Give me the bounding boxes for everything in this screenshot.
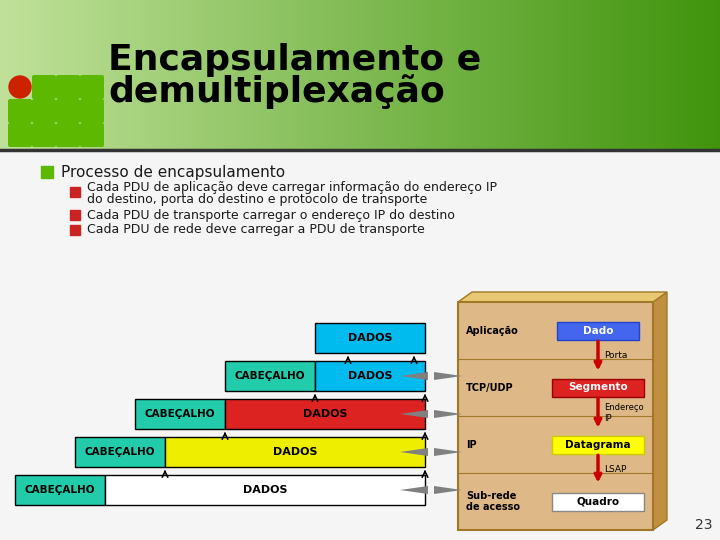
Text: Aplicação: Aplicação [466, 326, 518, 335]
FancyBboxPatch shape [225, 399, 425, 429]
Text: Datagrama: Datagrama [565, 440, 631, 449]
Polygon shape [653, 292, 667, 530]
FancyBboxPatch shape [552, 379, 644, 396]
Polygon shape [434, 410, 462, 418]
Text: CABEÇALHO: CABEÇALHO [235, 371, 305, 381]
Text: DADOS: DADOS [302, 409, 347, 419]
Text: LSAP: LSAP [604, 464, 626, 474]
Text: Cada PDU de transporte carregar o endereço IP do destino: Cada PDU de transporte carregar o endere… [87, 208, 455, 221]
FancyBboxPatch shape [56, 123, 80, 147]
Text: CABEÇALHO: CABEÇALHO [24, 485, 95, 495]
FancyBboxPatch shape [135, 399, 225, 429]
Polygon shape [434, 448, 462, 456]
FancyBboxPatch shape [15, 475, 105, 505]
Text: Sub-rede
de acesso: Sub-rede de acesso [466, 491, 520, 512]
Text: DADOS: DADOS [273, 447, 318, 457]
FancyBboxPatch shape [225, 361, 315, 391]
FancyBboxPatch shape [80, 99, 104, 123]
FancyBboxPatch shape [32, 75, 56, 99]
FancyBboxPatch shape [557, 321, 639, 340]
Text: TCP/UDP: TCP/UDP [466, 382, 513, 393]
Text: CABEÇALHO: CABEÇALHO [85, 447, 156, 457]
Text: DADOS: DADOS [348, 333, 392, 343]
Text: Encapsulamento e: Encapsulamento e [108, 43, 481, 77]
FancyBboxPatch shape [165, 437, 425, 467]
FancyBboxPatch shape [8, 99, 32, 123]
FancyBboxPatch shape [56, 75, 80, 99]
Polygon shape [434, 372, 462, 380]
Text: IP: IP [466, 440, 477, 449]
Polygon shape [400, 410, 428, 418]
Text: Endereço
IP: Endereço IP [604, 403, 644, 423]
Polygon shape [434, 486, 462, 494]
FancyBboxPatch shape [552, 492, 644, 510]
FancyBboxPatch shape [80, 123, 104, 147]
Text: Dado: Dado [582, 326, 613, 335]
FancyBboxPatch shape [458, 302, 653, 530]
Polygon shape [400, 448, 428, 456]
Text: Segmento: Segmento [568, 382, 628, 393]
FancyBboxPatch shape [315, 361, 425, 391]
FancyBboxPatch shape [75, 437, 165, 467]
Text: demultiplexação: demultiplexação [108, 75, 445, 110]
FancyBboxPatch shape [105, 475, 425, 505]
Text: 23: 23 [695, 518, 712, 532]
Text: Cada PDU de rede deve carregar a PDU de transporte: Cada PDU de rede deve carregar a PDU de … [87, 224, 425, 237]
FancyBboxPatch shape [8, 123, 32, 147]
Polygon shape [400, 486, 428, 494]
FancyBboxPatch shape [32, 123, 56, 147]
Polygon shape [458, 292, 667, 302]
Polygon shape [400, 372, 428, 380]
FancyBboxPatch shape [80, 75, 104, 99]
Text: DADOS: DADOS [348, 371, 392, 381]
Text: Cada PDU de aplicação deve carregar informação do endereço IP: Cada PDU de aplicação deve carregar info… [87, 180, 497, 193]
FancyBboxPatch shape [315, 323, 425, 353]
FancyBboxPatch shape [32, 99, 56, 123]
Text: CABEÇALHO: CABEÇALHO [145, 409, 215, 419]
Text: Quadro: Quadro [577, 496, 620, 507]
Text: Porta: Porta [604, 352, 627, 361]
FancyBboxPatch shape [56, 99, 80, 123]
Text: do destino, porta do destino e protocolo de transporte: do destino, porta do destino e protocolo… [87, 192, 427, 206]
FancyBboxPatch shape [552, 435, 644, 454]
Text: Processo de encapsulamento: Processo de encapsulamento [61, 165, 285, 179]
Text: DADOS: DADOS [243, 485, 287, 495]
Circle shape [9, 76, 31, 98]
